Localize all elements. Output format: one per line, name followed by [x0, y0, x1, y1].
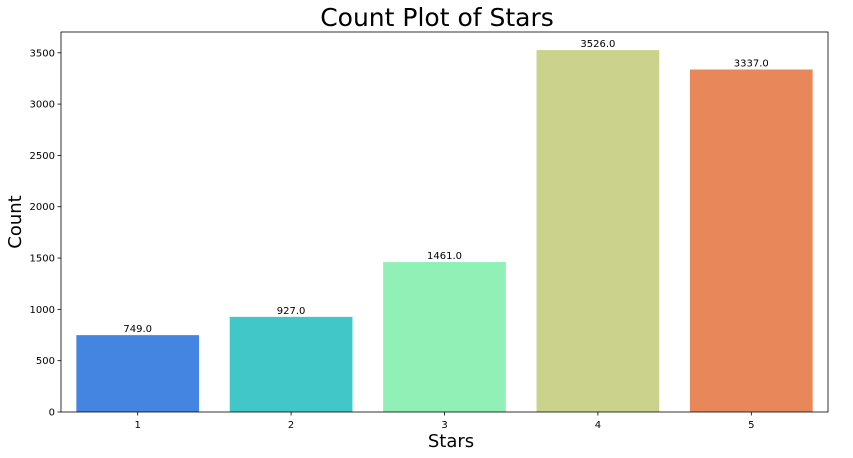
y-tick-label-0: 0 — [49, 408, 55, 419]
x-tick-label-5: 5 — [748, 420, 754, 431]
y-tick-label-1000: 1000 — [30, 305, 55, 316]
data-label-5: 3337.0 — [734, 58, 769, 69]
y-axis-label: Count — [5, 195, 26, 248]
x-tick-label-2: 2 — [288, 420, 294, 431]
bar-2 — [229, 316, 353, 412]
data-label-3: 1461.0 — [427, 251, 462, 262]
y-tick-label-3500: 3500 — [30, 48, 55, 59]
x-tick-label-1: 1 — [135, 420, 141, 431]
y-tick-label-3000: 3000 — [30, 100, 55, 111]
x-axis-label: Stars — [428, 431, 474, 452]
data-label-1: 749.0 — [123, 324, 152, 335]
bar-4 — [536, 50, 660, 412]
x-tick-label-4: 4 — [595, 420, 601, 431]
chart-title: Count Plot of Stars — [320, 3, 554, 32]
y-tick-label-2000: 2000 — [30, 202, 55, 213]
bars-layer — [76, 50, 813, 412]
plot-area-frame — [60, 31, 829, 413]
y-tick-label-500: 500 — [36, 356, 55, 367]
x-tick-label-3: 3 — [441, 420, 447, 431]
data-label-2: 927.0 — [277, 306, 306, 317]
y-axis: 0 500 1000 1500 2000 2500 3000 3500 — [30, 48, 61, 419]
data-labels-layer: 749.0 927.0 1461.0 3526.0 3337.0 — [123, 39, 768, 335]
data-label-4: 3526.0 — [580, 39, 615, 50]
x-axis: 1 2 3 4 5 — [135, 412, 754, 431]
bar-5 — [689, 69, 813, 412]
y-tick-label-2500: 2500 — [30, 151, 55, 162]
bar-1 — [76, 335, 200, 412]
bar-3 — [383, 262, 506, 412]
y-tick-label-1500: 1500 — [30, 254, 55, 265]
